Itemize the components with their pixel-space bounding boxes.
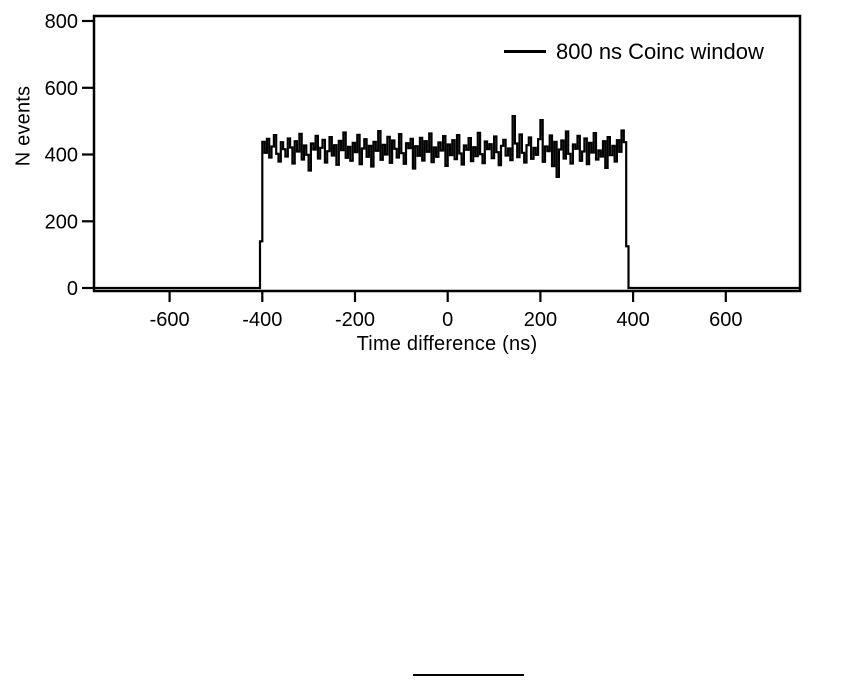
legend-label: 800 ns Coinc window: [556, 38, 764, 64]
y-axis-title: N events: [12, 85, 35, 167]
x-tick-label: 0: [442, 309, 453, 331]
x-tick-label: 200: [524, 309, 557, 331]
y-tick-label: 0: [67, 278, 78, 300]
horizontal-rule: [413, 674, 524, 676]
x-tick-label: -400: [242, 309, 282, 331]
x-tick-label: -600: [150, 309, 190, 331]
x-tick-label: 400: [616, 309, 649, 331]
legend: 800 ns Coinc window: [504, 38, 764, 65]
x-axis-title: Time difference (ns): [356, 333, 538, 355]
x-tick-label: -200: [335, 309, 375, 331]
y-tick-label: 400: [45, 145, 78, 167]
legend-line-sample-icon: [504, 50, 546, 53]
y-tick-label: 800: [45, 11, 78, 33]
y-tick-label: 200: [45, 211, 78, 233]
histogram-trace: [94, 115, 800, 290]
y-tick-label: 600: [45, 78, 78, 100]
x-tick-label: 600: [709, 309, 742, 331]
